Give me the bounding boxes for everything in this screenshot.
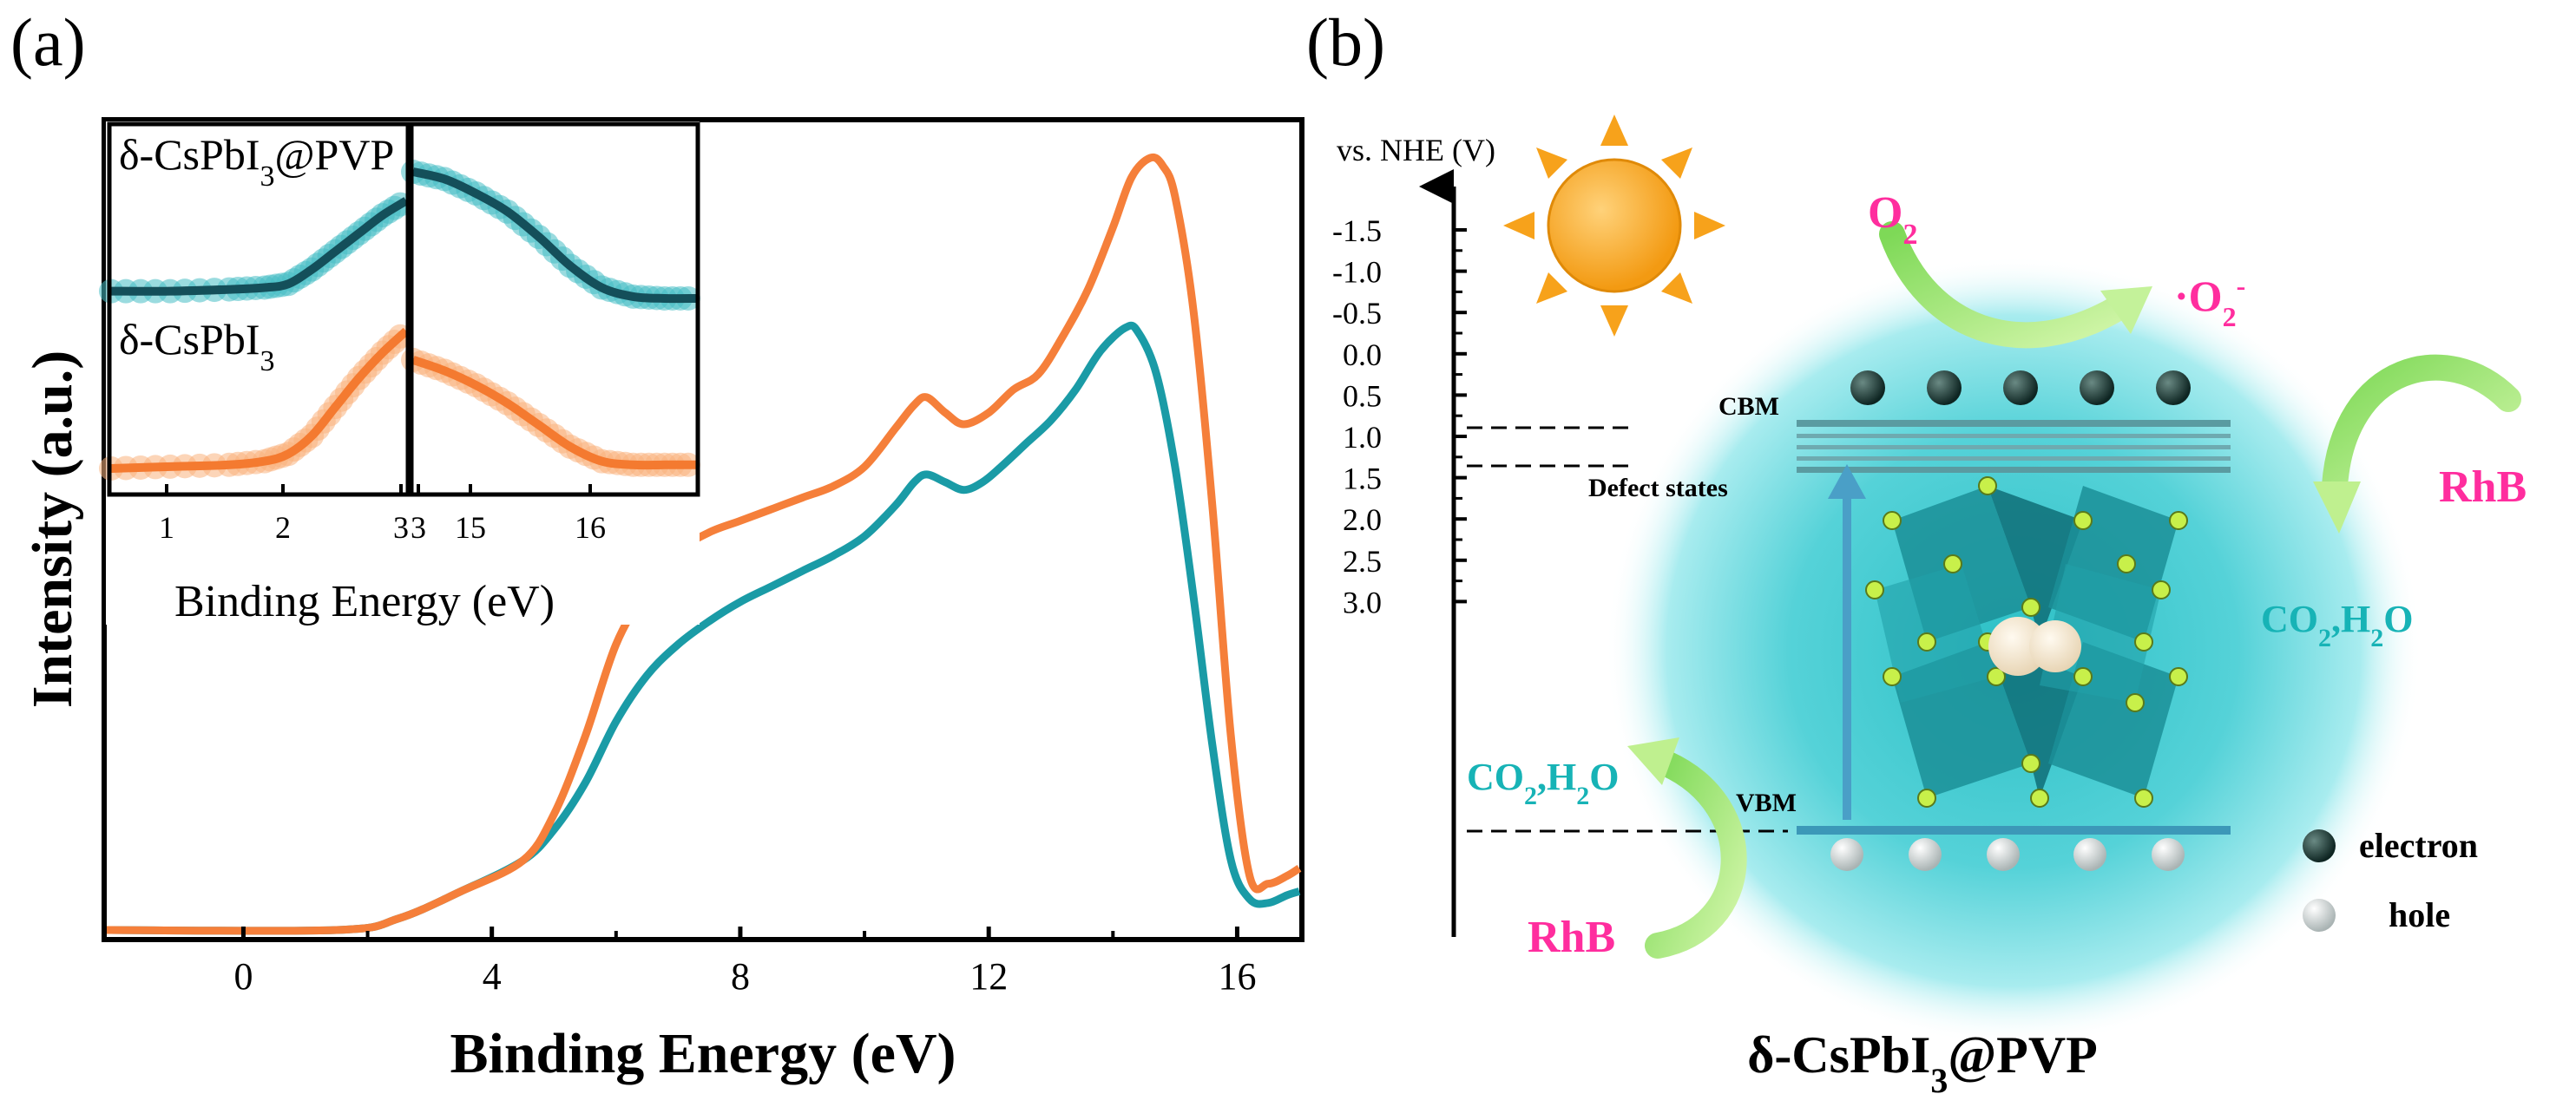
inset-right-tick-label: 15: [455, 510, 486, 545]
energy-axis-ticks: -1.5 -1.0 -0.5 0.0 0.5 1.0 1.5 2.0 2.5 3.0: [1332, 213, 1467, 619]
main-x-tick-label: 12: [969, 955, 1008, 998]
x-axis-title: Binding Energy (eV): [450, 1022, 956, 1085]
rhb-oxidation-arrow-right: [2322, 354, 2521, 499]
inset-ticks: 1 2 3 3 15 16: [159, 484, 606, 545]
energy-tick-label: -0.5: [1332, 296, 1382, 331]
inset-left-tick-label: 2: [275, 510, 291, 545]
inset-right-fit-line-2: [411, 356, 696, 470]
products-label-left: CO2,H2O: [1467, 756, 1619, 810]
inset-right-frame: [409, 121, 700, 497]
main-x-tick-label: 16: [1218, 955, 1256, 998]
inset-x-title: Binding Energy (eV): [174, 577, 555, 626]
hole-2: [1909, 838, 1942, 871]
hole-1: [1830, 838, 1863, 871]
energy-tick-label: 1.0: [1343, 420, 1382, 455]
rhb-label-lower: RhB: [1528, 913, 1615, 962]
legend-hole-label: hole: [2389, 895, 2450, 934]
main-x-tick-label: 4: [483, 955, 502, 998]
inset-left-tick-label: 3: [393, 510, 409, 545]
defect-states-label: Defect states: [1588, 474, 1728, 502]
energy-axis-label: vs. NHE (V): [1337, 133, 1495, 167]
main-x-ticks: 0 4 8 12 16: [233, 927, 1256, 998]
main-plot-area: [106, 153, 1302, 935]
superoxide-label: ·O2-: [2174, 270, 2245, 332]
electron-4: [2080, 370, 2114, 405]
inset-left-fit-line-2: [110, 327, 410, 473]
main-x-tick-label: 8: [731, 955, 750, 998]
energy-tick-label: 2.0: [1343, 502, 1382, 537]
electron-2: [1927, 370, 1962, 405]
o2-reduction-arrow-head: [2100, 286, 2152, 334]
inset-left-fit-line-1: [110, 197, 409, 296]
main-series-line-2: [106, 153, 1302, 935]
energy-tick-label: 2.5: [1343, 544, 1382, 579]
o2-label: O2: [1868, 188, 1917, 251]
main-plot-frame: [102, 117, 1304, 942]
rhb-label-upper: RhB: [2439, 462, 2527, 512]
rhb-oxidation-arrow-left-head: [1627, 737, 1679, 785]
panel-b-label: (b): [1306, 4, 1385, 80]
energy-tick-label: 0.5: [1343, 378, 1382, 413]
vbm-label: VBM: [1736, 789, 1797, 817]
rhb-oxidation-arrow-left: [1645, 750, 1747, 959]
electron-1: [1850, 370, 1885, 405]
inset-right-tick-label: 3: [411, 510, 426, 545]
hole-4: [2073, 838, 2106, 871]
cbm-band: [1797, 420, 2231, 473]
products-label-right: CO2,H2O: [2261, 598, 2413, 652]
main-x-tick-label: 0: [233, 955, 253, 998]
o2-reduction-arrow: [1879, 221, 2131, 349]
main-series-line-1: [106, 321, 1301, 935]
cbm-label: CBM: [1718, 392, 1779, 421]
holes: [1830, 838, 2185, 871]
vbm-band: [1797, 826, 2231, 835]
energy-tick-label: -1.5: [1332, 213, 1382, 248]
energy-tick-label: -1.0: [1332, 255, 1382, 290]
hole-3: [1987, 838, 2020, 871]
rhb-oxidation-arrow-right-head: [2313, 481, 2361, 534]
sun-icon: [1503, 115, 1725, 337]
perovskite-crystal: [1865, 476, 2188, 808]
energy-tick-label: 3.0: [1343, 585, 1382, 619]
electrons: [1850, 370, 2191, 405]
inset-right-tick-label: 16: [575, 510, 606, 545]
energy-tick-label: 0.0: [1343, 337, 1382, 372]
electron-5: [2156, 370, 2191, 405]
inset-left-plot: [99, 192, 413, 481]
legend-electron-label: electron: [2359, 826, 2478, 865]
inset-left-tick-label: 1: [159, 510, 174, 545]
legend-electron-icon: [2303, 829, 2336, 862]
material-title: δ-CsPbI3@PVP: [1747, 1026, 2098, 1100]
inset-right-fit-line-1: [411, 167, 697, 304]
inset-left-frame: [107, 121, 411, 497]
legend-hole-icon: [2303, 899, 2336, 932]
excitation-arrow-head: [1828, 464, 1866, 499]
y-axis-title: Intensity (a.u.): [21, 350, 84, 709]
hole-5: [2152, 838, 2185, 871]
panel-a-label: (a): [10, 4, 86, 80]
energy-tick-label: 1.5: [1343, 462, 1382, 496]
electron-3: [2003, 370, 2038, 405]
